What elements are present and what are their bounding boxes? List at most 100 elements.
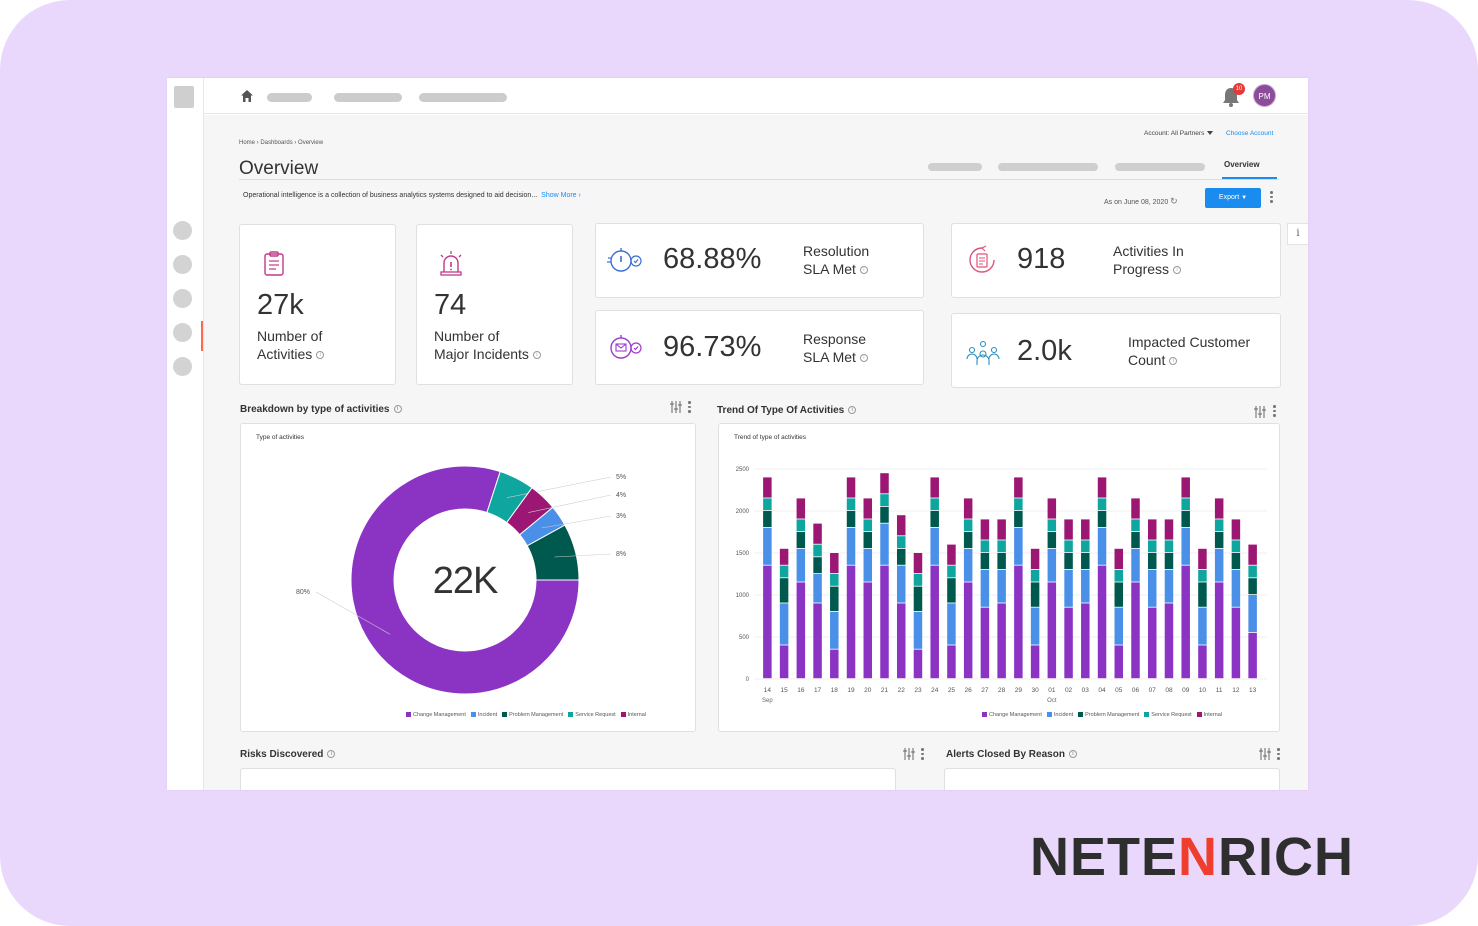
bar-segment-problem-management[interactable] [1214,532,1224,548]
bar-segment-problem-management[interactable] [963,532,973,548]
bar-segment-problem-management[interactable] [1147,553,1157,569]
bar-segment-change-management[interactable] [1047,582,1057,679]
bar-segment-incident[interactable] [1081,569,1090,603]
bar-segment-internal[interactable] [1198,548,1207,569]
bar-segment-incident[interactable] [1248,595,1257,632]
info-icon[interactable]: i [859,354,868,363]
bar-segment-incident[interactable] [1047,548,1057,582]
bar-segment-incident[interactable] [1214,548,1224,582]
sidebar-logo[interactable] [174,86,194,108]
home-icon[interactable] [240,89,254,103]
bar-segment-problem-management[interactable] [980,553,990,569]
bar-segment-service-request[interactable] [830,574,839,586]
bar-segment-internal[interactable] [1248,544,1257,565]
bar-segment-internal[interactable] [1231,519,1241,540]
bar-segment-incident[interactable] [763,527,772,565]
bar-segment-service-request[interactable] [813,544,822,557]
bar-segment-internal[interactable] [1064,519,1073,540]
bar-segment-change-management[interactable] [1064,607,1073,679]
avatar[interactable]: PM [1253,84,1276,107]
bar-segment-service-request[interactable] [1047,519,1057,532]
info-icon[interactable]: i [859,266,868,275]
filter-sliders-icon[interactable] [669,400,683,414]
kpi-card-incidents[interactable]: 74 Number of Major Incidents i [416,224,573,385]
bar-segment-incident[interactable] [796,548,806,582]
kpi-card-response-sla[interactable]: 96.73% Response SLA Met i [595,310,924,385]
bar-segment-service-request[interactable] [1198,569,1207,582]
bar-segment-problem-management[interactable] [1047,532,1057,548]
bar-segment-incident[interactable] [947,603,956,645]
bar-segment-service-request[interactable] [947,565,956,578]
sidebar-item-4[interactable] [173,323,192,342]
bar-segment-problem-management[interactable] [863,532,873,548]
bar-segment-problem-management[interactable] [1248,578,1257,595]
bar-segment-change-management[interactable] [980,607,990,679]
bar-segment-service-request[interactable] [1231,540,1241,553]
legend-label[interactable]: Problem Management [509,712,564,718]
bar-segment-incident[interactable] [880,523,889,565]
risks-menu-kebab-icon[interactable] [921,748,924,762]
bar-segment-service-request[interactable] [1181,498,1190,511]
bar-segment-service-request[interactable] [1014,498,1023,511]
bar-segment-internal[interactable] [913,553,923,574]
bar-segment-service-request[interactable] [1147,540,1157,553]
bar-segment-service-request[interactable] [997,540,1006,553]
export-button[interactable]: Export ▼ [1205,188,1261,208]
legend-label[interactable]: Change Management [989,712,1042,718]
bar-segment-service-request[interactable] [863,519,873,532]
bar-segment-problem-management[interactable] [1014,511,1023,527]
bar-segment-incident[interactable] [863,548,873,582]
bar-segment-internal[interactable] [830,553,839,574]
kpi-card-impacted-customers[interactable]: 2.0k Impacted Customer Count i [951,313,1281,388]
bar-segment-internal[interactable] [1114,548,1124,569]
bar-segment-service-request[interactable] [846,498,856,511]
bar-segment-change-management[interactable] [1030,645,1040,679]
bar-segment-internal[interactable] [963,498,973,519]
bar-segment-problem-management[interactable] [1064,553,1073,569]
nav-placeholder-2[interactable] [334,93,402,102]
bar-segment-change-management[interactable] [1081,603,1090,679]
bar-segment-internal[interactable] [846,477,856,498]
choose-account-link[interactable]: Choose Account [1226,130,1274,137]
bar-segment-service-request[interactable] [1131,519,1140,532]
bar-segment-change-management[interactable] [913,649,923,679]
bar-segment-change-management[interactable] [930,565,939,679]
bar-segment-problem-management[interactable] [779,578,789,603]
bar-segment-change-management[interactable] [1097,565,1107,679]
legend-label[interactable]: Incident [1053,712,1074,718]
bar-segment-service-request[interactable] [930,498,939,511]
bar-segment-internal[interactable] [1164,519,1174,540]
filter-sliders-icon[interactable] [1258,747,1272,761]
bar-segment-internal[interactable] [1181,477,1190,498]
sidebar-item-2[interactable] [173,255,192,274]
bar-segment-internal[interactable] [1030,548,1040,569]
bar-segment-service-request[interactable] [980,540,990,553]
bar-segment-service-request[interactable] [1097,498,1107,511]
bar-segment-incident[interactable] [1164,569,1174,603]
bar-segment-change-management[interactable] [1198,645,1207,679]
bar-segment-incident[interactable] [913,611,923,649]
info-icon[interactable]: i [316,351,325,360]
bar-segment-change-management[interactable] [963,582,973,679]
bar-segment-change-management[interactable] [1248,632,1257,679]
sidebar-item-3[interactable] [173,289,192,308]
bar-segment-internal[interactable] [1097,477,1107,498]
bar-segment-change-management[interactable] [813,603,822,679]
bar-segment-change-management[interactable] [779,645,789,679]
filter-sliders-icon[interactable] [902,747,916,761]
bar-segment-change-management[interactable] [830,649,839,679]
bar-segment-change-management[interactable] [947,645,956,679]
bar-segment-service-request[interactable] [1248,565,1257,578]
bar-segment-incident[interactable] [997,569,1006,603]
show-more-link[interactable]: Show More › [541,192,581,199]
bar-segment-service-request[interactable] [763,498,772,511]
bar-segment-problem-management[interactable] [997,553,1006,569]
bar-segment-change-management[interactable] [863,582,873,679]
bar-segment-internal[interactable] [863,498,873,519]
info-icon[interactable]: i [393,405,402,414]
bar-segment-problem-management[interactable] [1231,553,1241,569]
bar-segment-incident[interactable] [1198,607,1207,645]
bar-segment-change-management[interactable] [1231,607,1241,679]
bar-segment-problem-management[interactable] [1181,511,1190,527]
tab-placeholder-2[interactable] [998,163,1098,171]
